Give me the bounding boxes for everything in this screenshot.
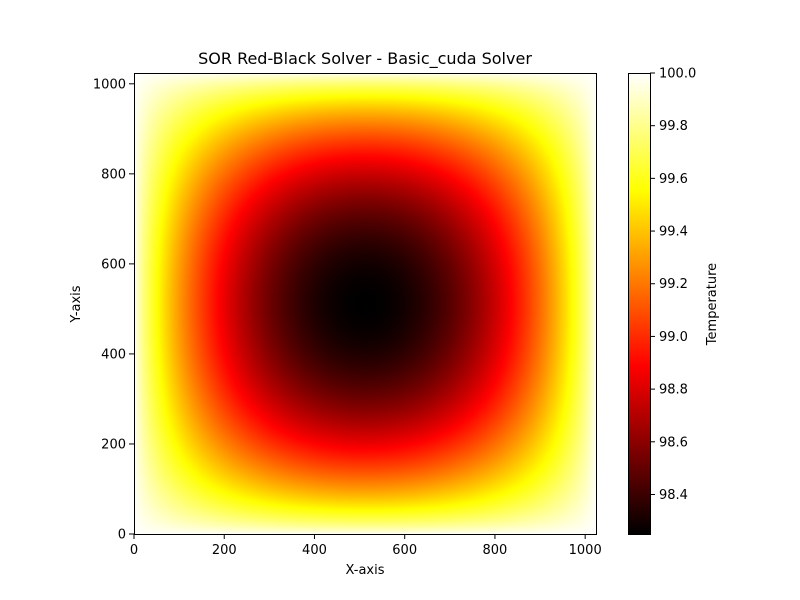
y-tick-label: 0 xyxy=(118,528,126,543)
y-tick-label: 400 xyxy=(101,347,126,362)
colorbar-frame xyxy=(628,73,651,535)
y-tick-label: 800 xyxy=(101,167,126,182)
colorbar-tick-label: 98.4 xyxy=(659,488,688,503)
colorbar-tick-label: 99.8 xyxy=(659,119,688,134)
x-tick-label: 1000 xyxy=(569,543,602,558)
colorbar-tick-label: 98.8 xyxy=(659,383,688,398)
x-tick-label: 0 xyxy=(130,543,138,558)
x-tick-label: 200 xyxy=(212,543,237,558)
chart-title: SOR Red-Black Solver - Basic_cuda Solver xyxy=(198,49,532,69)
colorbar-tick-label: 99.0 xyxy=(659,330,688,345)
x-axis: 0 200 400 600 800 1000 xyxy=(130,534,602,558)
x-tick-label: 400 xyxy=(302,543,327,558)
colorbar-tick-label: 99.4 xyxy=(659,225,688,240)
colorbar-tick-label: 99.6 xyxy=(659,172,688,187)
colorbar-tick-label: 100.0 xyxy=(659,67,696,82)
x-axis-label: X-axis xyxy=(346,563,385,578)
y-axis: 0 200 400 600 800 1000 xyxy=(93,77,134,543)
x-tick-label: 800 xyxy=(483,543,508,558)
y-tick-label: 600 xyxy=(101,257,126,272)
colorbar: 98.4 98.6 98.8 99.0 99.2 99.4 99.6 99.8 100.0 Te… xyxy=(628,67,720,535)
y-tick-label: 200 xyxy=(101,437,126,452)
heatmap-image xyxy=(134,73,596,534)
plot-frame xyxy=(134,73,597,535)
plot-area xyxy=(134,73,597,535)
colorbar-tick-label: 98.6 xyxy=(659,435,688,450)
colorbar-ticks: 98.4 98.6 98.8 99.0 99.2 99.4 99.6 99.8 100.0 xyxy=(650,67,696,503)
x-tick-label: 600 xyxy=(392,543,417,558)
y-tick-label: 1000 xyxy=(93,77,126,92)
y-axis-label: Y-axis xyxy=(69,285,84,323)
colorbar-gradient xyxy=(628,73,650,534)
colorbar-tick-label: 99.2 xyxy=(659,277,688,292)
colorbar-label: Temperature xyxy=(705,263,720,346)
